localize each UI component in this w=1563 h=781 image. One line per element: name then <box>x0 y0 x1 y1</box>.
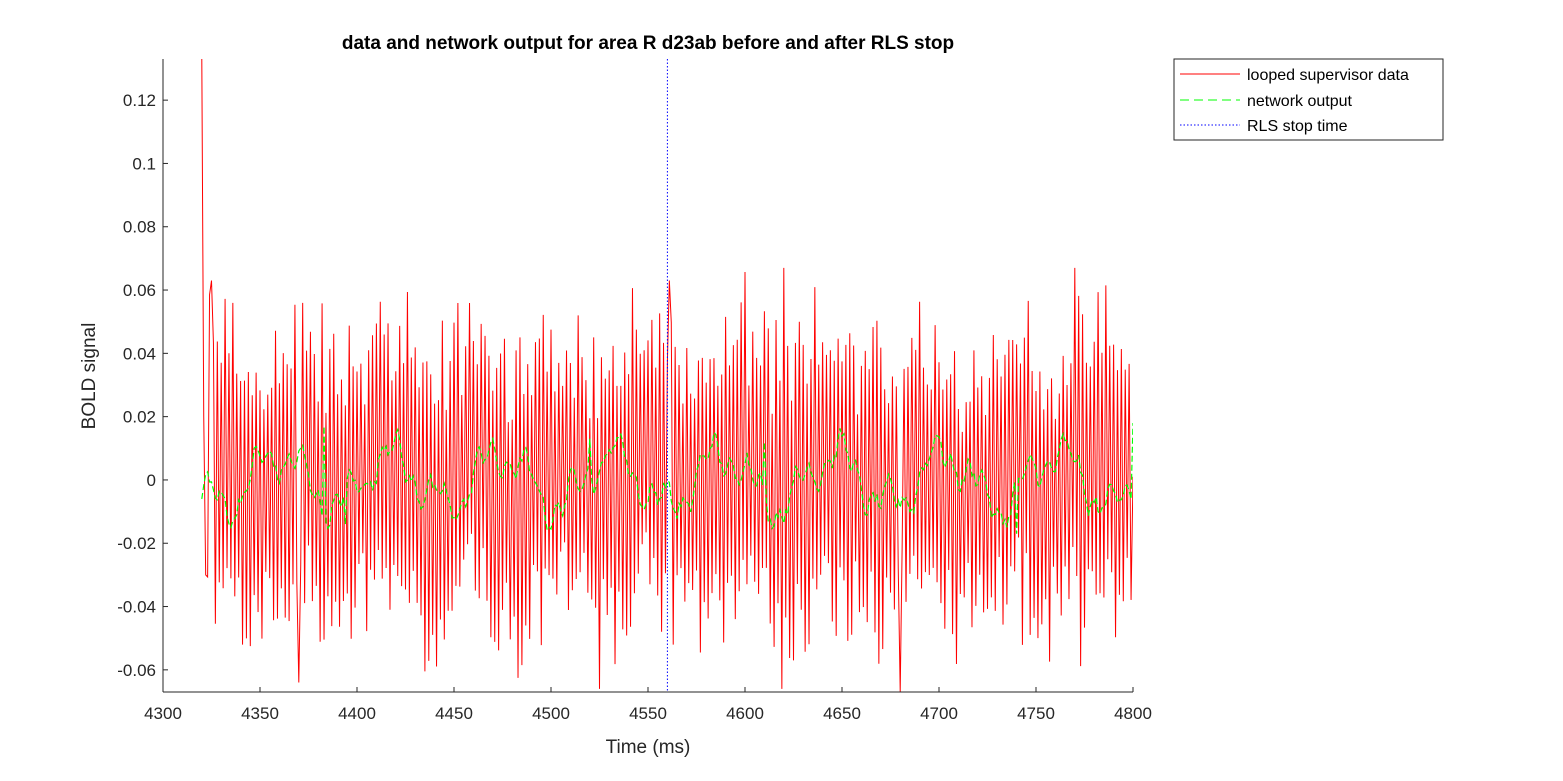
y-tick-label: 0.04 <box>123 344 156 363</box>
y-tick-label: -0.02 <box>117 534 156 553</box>
x-tick-label: 4800 <box>1114 704 1152 723</box>
x-tick-label: 4400 <box>338 704 376 723</box>
y-tick-label: 0.1 <box>132 154 156 173</box>
x-tick-label: 4350 <box>241 704 279 723</box>
x-tick-label: 4700 <box>920 704 958 723</box>
series-line-network-output <box>201 422 1133 534</box>
legend-label-supervisor: looped supervisor data <box>1247 67 1409 84</box>
y-axis-label: BOLD signal <box>79 323 100 430</box>
y-tick-label: -0.06 <box>117 661 156 680</box>
x-axis-label: Time (ms) <box>606 737 691 758</box>
x-tick-label: 4300 <box>144 704 182 723</box>
x-tick-label: 4450 <box>435 704 473 723</box>
y-tick-label: 0 <box>147 471 156 490</box>
y-tick-label: 0.08 <box>123 218 156 237</box>
y-tick-label: 0.06 <box>123 281 156 300</box>
x-tick-label: 4600 <box>726 704 764 723</box>
series-layer <box>201 59 1133 692</box>
y-tick-label: -0.04 <box>117 598 156 617</box>
x-tick-label: 4500 <box>532 704 570 723</box>
chart-title: data and network output for area R d23ab… <box>342 33 954 54</box>
y-tick-label: 0.02 <box>123 408 156 427</box>
legend-label-network: network output <box>1247 93 1353 110</box>
legend: looped supervisor data network output RL… <box>1173 58 1444 141</box>
y-tick-label: 0.12 <box>123 91 156 110</box>
x-tick-label: 4750 <box>1017 704 1055 723</box>
x-tick-label: 4550 <box>629 704 667 723</box>
legend-box <box>1173 58 1444 141</box>
axes-layer: 4300 4350 4400 4450 4500 4550 4600 4650 4700 4750… <box>117 59 1152 723</box>
x-tick-label: 4650 <box>823 704 861 723</box>
legend-label-rls-stop: RLS stop time <box>1247 118 1348 135</box>
plot-area: 4300 4350 4400 4450 4500 4550 4600 4650 4700 4750… <box>117 59 1152 723</box>
